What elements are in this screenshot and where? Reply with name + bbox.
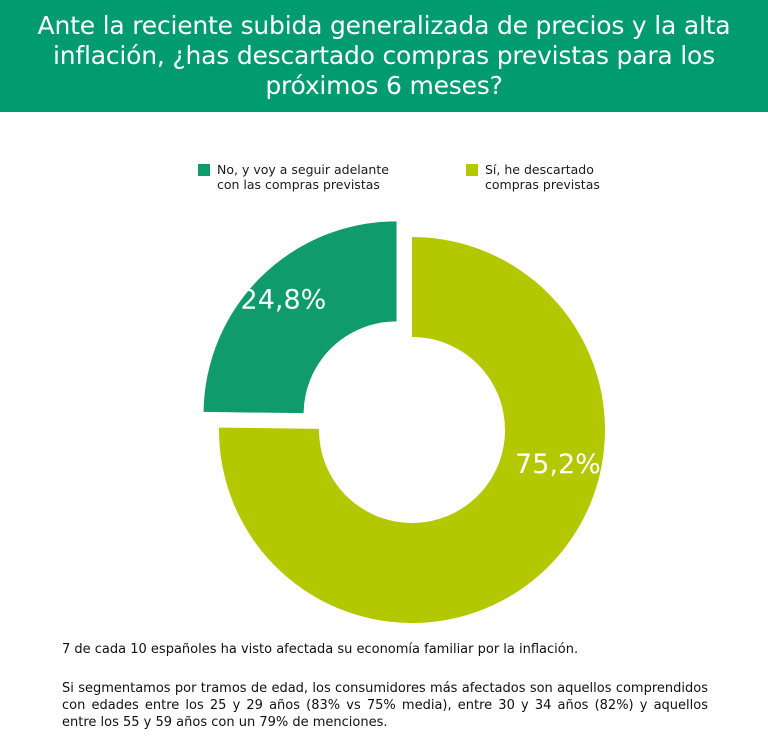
legend-label-si: Sí, he descartado compras previstas [485, 162, 600, 192]
legend-swatch-no [198, 164, 210, 176]
page-title: Ante la reciente subida generalizada de … [37, 11, 731, 100]
legend-swatch-si [466, 164, 478, 176]
header-banner: Ante la reciente subida generalizada de … [0, 0, 768, 112]
slice-si [218, 237, 605, 624]
footer-text: 7 de cada 10 españoles ha visto afectada… [62, 641, 708, 731]
footer-paragraph-2: Si segmentamos por tramos de edad, los c… [62, 681, 708, 730]
data-label-si: 75,2% [515, 449, 601, 480]
donut-chart: 24,8% 75,2% [203, 221, 605, 624]
chart-legend: No, y voy a seguir adelante con las comp… [0, 162, 768, 202]
slice-no [203, 221, 397, 414]
legend-label-no: No, y voy a seguir adelante con las comp… [217, 162, 389, 192]
footer-paragraph-1: 7 de cada 10 españoles ha visto afectada… [62, 642, 579, 657]
legend-item-no: No, y voy a seguir adelante con las comp… [198, 162, 392, 192]
legend-item-si: Sí, he descartado compras previstas [466, 162, 635, 192]
data-label-no: 24,8% [241, 284, 327, 315]
